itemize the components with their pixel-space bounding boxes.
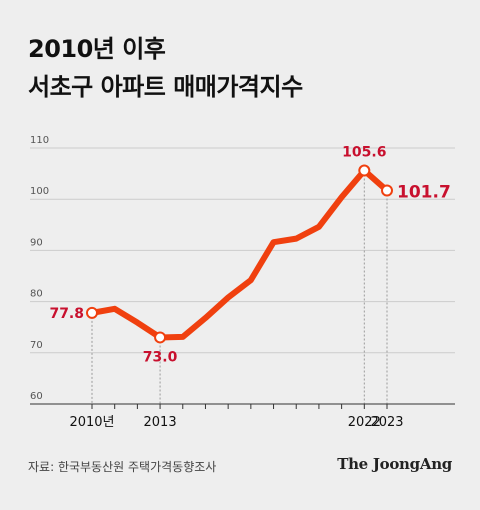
data-label: 73.0 [143, 349, 178, 365]
brand-logo: The JoongAng [337, 455, 452, 473]
data-label: 77.8 [49, 306, 84, 322]
y-tick-label: 60 [30, 391, 43, 402]
point-layer [86, 164, 393, 344]
x-tick-label: 2023 [370, 415, 403, 430]
guide-layer [91, 170, 388, 404]
data-point [154, 331, 167, 344]
data-point [358, 164, 371, 177]
title-line-1: 2010년 이후 [28, 35, 166, 63]
x-tick-label: 2022 [348, 415, 381, 430]
data-point [381, 184, 393, 197]
series-line [89, 167, 390, 341]
grid-layer: 60 70 80 90 100 110 [30, 135, 455, 402]
chart-title: 2010년 이후 서초구 아파트 매매가격지수 [28, 30, 303, 106]
source-note: 자료: 한국부동산원 주택가격동향조사 [28, 460, 217, 474]
label-layer: 77.8 73.0 105.6 101.7 [49, 145, 450, 366]
y-tick-label: 90 [30, 237, 43, 248]
title-line-2: 서초구 아파트 매매가격지수 [28, 73, 303, 101]
y-tick-label: 100 [30, 186, 49, 197]
line-layer [89, 167, 390, 341]
data-point [86, 306, 98, 319]
x-tick-label: 2010년 [69, 415, 114, 430]
data-label: 105.6 [342, 145, 386, 161]
x-tick-label: 2013 [144, 415, 177, 430]
data-label: 101.7 [397, 182, 451, 202]
y-tick-label: 110 [30, 135, 49, 146]
y-tick-label: 70 [30, 340, 43, 351]
y-tick-label: 80 [30, 289, 43, 300]
